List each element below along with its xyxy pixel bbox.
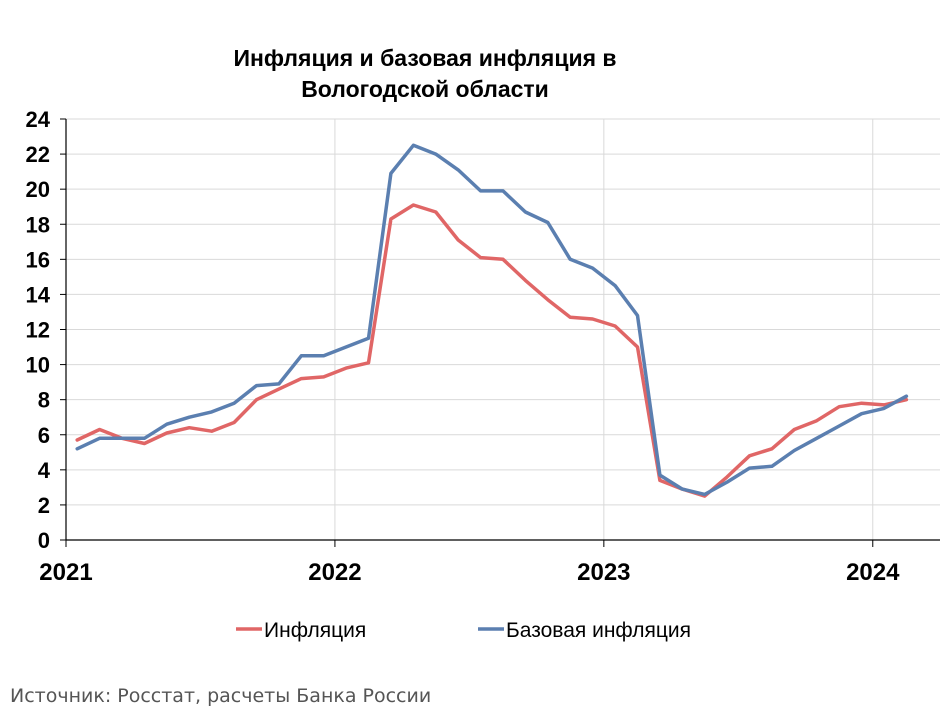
xtick-label-2022: 2022 [308, 559, 361, 586]
ytick-label-2: 2 [38, 493, 50, 518]
ytick-label-16: 16 [26, 247, 50, 272]
chart-title-line-2: Вологодской области [301, 76, 549, 102]
ytick-label-4: 4 [38, 458, 51, 483]
xtick-label-2023: 2023 [577, 559, 630, 586]
ytick-label-12: 12 [26, 318, 50, 343]
grid [66, 118, 940, 540]
ytick-label-22: 22 [26, 142, 50, 167]
series-line-core-inflation [75, 143, 909, 497]
xtick-label-2024: 2024 [846, 559, 900, 586]
series-line-inflation [75, 203, 909, 498]
chart-title-line-1: Инфляция и базовая инфляция в [233, 45, 616, 71]
series-lines [75, 143, 909, 498]
legend-label-inflation: Инфляция [264, 619, 366, 642]
legend-label-core-inflation: Базовая инфляция [506, 619, 691, 642]
source-note: Источник: Росстат, расчеты Банка России [10, 685, 432, 707]
ytick-label-8: 8 [38, 388, 50, 413]
legend: Инфляция Базовая инфляция [236, 619, 691, 642]
ytick-label-20: 20 [26, 177, 50, 202]
ytick-label-6: 6 [38, 423, 50, 448]
ytick-label-10: 10 [26, 353, 50, 378]
ytick-label-18: 18 [26, 212, 50, 237]
ytick-label-14: 14 [26, 282, 51, 307]
ytick-label-24: 24 [26, 107, 51, 132]
ytick-label-0: 0 [38, 528, 50, 553]
xtick-label-2021: 2021 [39, 559, 92, 586]
